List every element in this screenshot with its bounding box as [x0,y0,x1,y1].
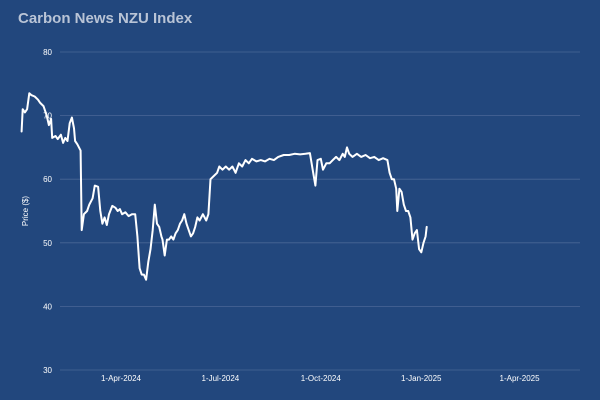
y-tick-label-80: 80 [43,48,52,57]
chart-title: Carbon News NZU Index [18,10,193,27]
y-tick-label-60: 60 [43,175,52,184]
x-tick-label-4: 1-Apr-2025 [500,374,541,383]
x-tick-label-2: 1-Oct-2024 [301,374,342,383]
x-tick-label-1: 1-Jul-2024 [201,374,239,383]
series-line [20,92,428,281]
x-tick-label-3: 1-Jan-2025 [401,374,442,383]
y-axis-title: Price ($) [21,196,30,227]
y-tick-label-40: 40 [43,302,52,311]
x-tick-label-0: 1-Apr-2024 [101,374,142,383]
y-tick-label-30: 30 [43,366,52,375]
y-tick-label-50: 50 [43,239,52,248]
